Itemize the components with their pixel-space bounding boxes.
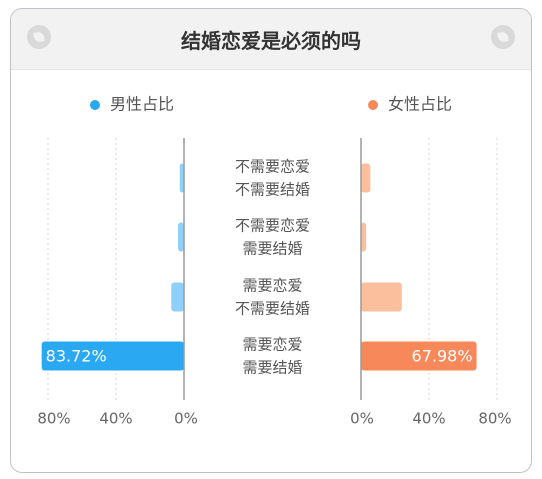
chart-card: 结婚恋爱是必须的吗 xyxy=(10,8,532,473)
legend-male-marker xyxy=(90,100,100,110)
category-label-line1: 需要恋爱 xyxy=(242,277,302,295)
female-bar xyxy=(361,163,371,193)
male-bar xyxy=(171,282,184,312)
category-label-line1: 需要恋爱 xyxy=(242,336,302,354)
category-label-line2: 不需要结婚 xyxy=(235,181,310,199)
female-bar xyxy=(361,341,477,371)
female-tick-label: 40% xyxy=(412,410,445,428)
female-tick-label: 80% xyxy=(478,410,511,428)
male-bar xyxy=(178,222,184,252)
male-bar xyxy=(41,341,185,371)
male-tick-label: 40% xyxy=(99,410,132,428)
category-label-line2: 不需要结婚 xyxy=(235,300,310,318)
category-label-line1: 不需要恋爱 xyxy=(235,158,310,176)
male-data-label: 83.72% xyxy=(46,347,107,366)
category-label-line2: 需要结婚 xyxy=(242,359,302,377)
legend-female-marker xyxy=(368,100,378,110)
category-label-line2: 需要结婚 xyxy=(242,240,302,258)
female-data-label: 67.98% xyxy=(412,347,473,366)
legend-male-label: 男性占比 xyxy=(110,95,174,114)
male-tick-label: 0% xyxy=(174,410,198,428)
female-bar xyxy=(361,222,367,252)
category-label-line1: 不需要恋爱 xyxy=(235,217,310,235)
male-tick-label: 80% xyxy=(37,410,70,428)
legend-female-label: 女性占比 xyxy=(388,95,452,114)
leaf-icon xyxy=(491,25,515,49)
chart-header: 结婚恋爱是必须的吗 xyxy=(11,9,531,70)
leaf-icon xyxy=(27,25,51,49)
male-bar xyxy=(179,163,184,193)
female-tick-label: 0% xyxy=(350,410,374,428)
chart-title: 结婚恋爱是必须的吗 xyxy=(181,29,361,53)
female-bar xyxy=(361,282,402,312)
